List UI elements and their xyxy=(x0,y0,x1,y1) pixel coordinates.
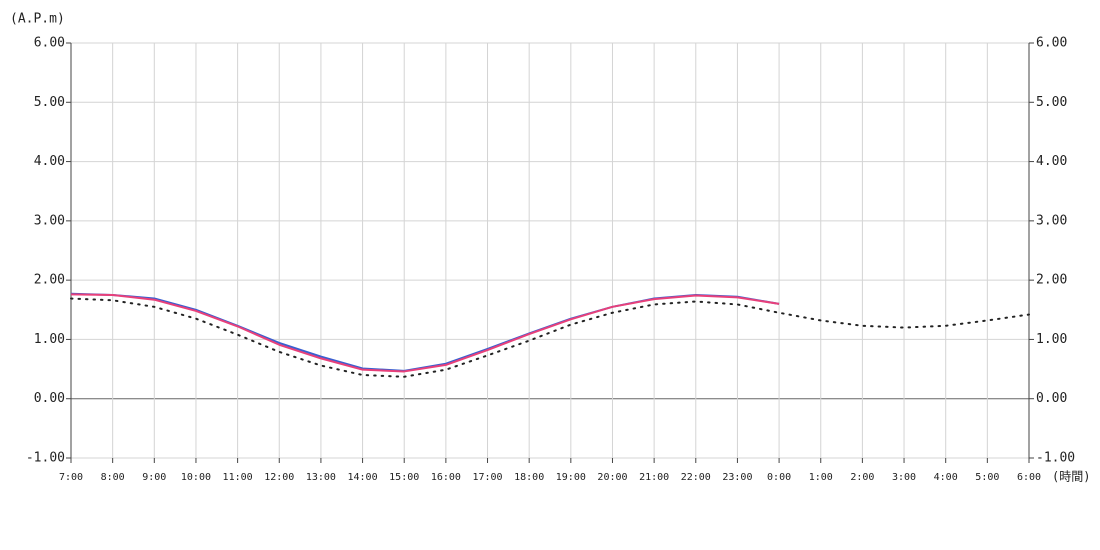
x-tick-label: 5:00 xyxy=(975,472,999,483)
x-tick-label: 13:00 xyxy=(306,472,336,483)
series-line xyxy=(70,297,1030,378)
x-tick-label: 3:00 xyxy=(892,472,916,483)
y-tick-label: 2.00 xyxy=(34,273,65,288)
x-tick-label: 22:00 xyxy=(681,472,711,483)
y-axis-label: (A.P.m) xyxy=(10,12,65,27)
y2-tick-label: 4.00 xyxy=(1036,154,1067,169)
x-tick-label: 18:00 xyxy=(514,472,544,483)
x-tick-label: 0:00 xyxy=(767,472,791,483)
x-tick-label: 8:00 xyxy=(101,472,125,483)
x-tick-label: 20:00 xyxy=(597,472,627,483)
x-tick-label: 6:00 xyxy=(1017,472,1041,483)
y-tick-label: 0.00 xyxy=(34,391,65,406)
y2-tick-label: 3.00 xyxy=(1036,213,1067,228)
y-tick-label: 1.00 xyxy=(34,332,65,347)
x-tick-label: 19:00 xyxy=(556,472,586,483)
x-tick-label: 17:00 xyxy=(472,472,502,483)
x-tick-label: 7:00 xyxy=(59,472,83,483)
x-tick-label: 23:00 xyxy=(722,472,752,483)
x-axis-label: (時間) xyxy=(1052,470,1090,484)
x-tick-label: 15:00 xyxy=(389,472,419,483)
y2-tick-label: -1.00 xyxy=(1036,451,1075,466)
x-tick-label: 14:00 xyxy=(348,472,378,483)
x-tick-label: 21:00 xyxy=(639,472,669,483)
x-tick-label: 12:00 xyxy=(264,472,294,483)
y2-tick-label: 6.00 xyxy=(1036,36,1067,51)
x-tick-label: 9:00 xyxy=(142,472,166,483)
x-tick-label: 16:00 xyxy=(431,472,461,483)
y2-tick-label: 0.00 xyxy=(1036,391,1067,406)
x-tick-label: 11:00 xyxy=(223,472,253,483)
y2-tick-label: 2.00 xyxy=(1036,273,1067,288)
x-tick-label: 4:00 xyxy=(934,472,958,483)
x-tick-label: 2:00 xyxy=(850,472,874,483)
y2-tick-label: 1.00 xyxy=(1036,332,1067,347)
y-tick-label: 6.00 xyxy=(34,36,65,51)
x-tick-label: 10:00 xyxy=(181,472,211,483)
x-tick-label: 1:00 xyxy=(809,472,833,483)
y-tick-label: 4.00 xyxy=(34,154,65,169)
y-tick-label: 3.00 xyxy=(34,213,65,228)
y-tick-label: -1.00 xyxy=(26,451,65,466)
y2-tick-label: 5.00 xyxy=(1036,95,1067,110)
series-line xyxy=(70,293,780,373)
y-tick-label: 5.00 xyxy=(34,95,65,110)
